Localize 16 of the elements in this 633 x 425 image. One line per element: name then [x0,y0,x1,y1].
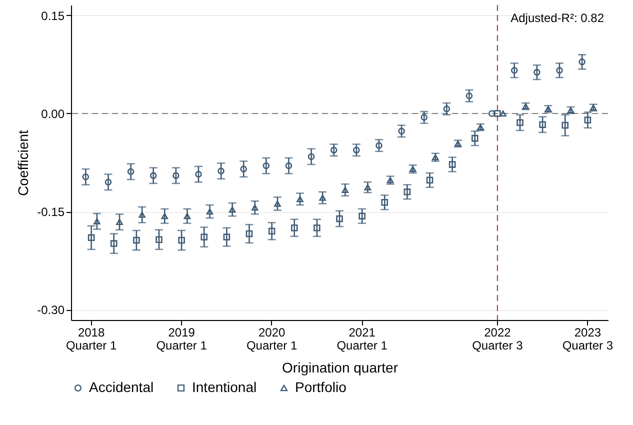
x-tick-label: 2019 Quarter 1 [156,326,208,352]
legend-label: Intentional [192,379,257,395]
x-tick-label: 2021 Quarter 1 [336,326,388,352]
x-tick-label: 2020 Quarter 1 [246,326,298,352]
x-tick-label: 2023 Quarter 3 [562,326,614,352]
x-tick-label: 2018 Quarter 1 [66,326,117,352]
x-axis-title: Origination quarter [282,360,398,376]
y-tick-label: -0.30 [37,303,65,318]
annotation: Adjusted-R²: 0.82 [510,11,604,25]
legend-label: Portfolio [295,379,347,395]
legend-label: Accidental [89,379,154,395]
x-tick-label: 2022 Quarter 3 [472,326,524,352]
y-tick-label: 0.00 [41,106,65,121]
y-tick-label: 0.15 [41,8,65,23]
y-tick-label: -0.15 [37,205,65,220]
y-axis-title: Coefficient [15,130,32,196]
